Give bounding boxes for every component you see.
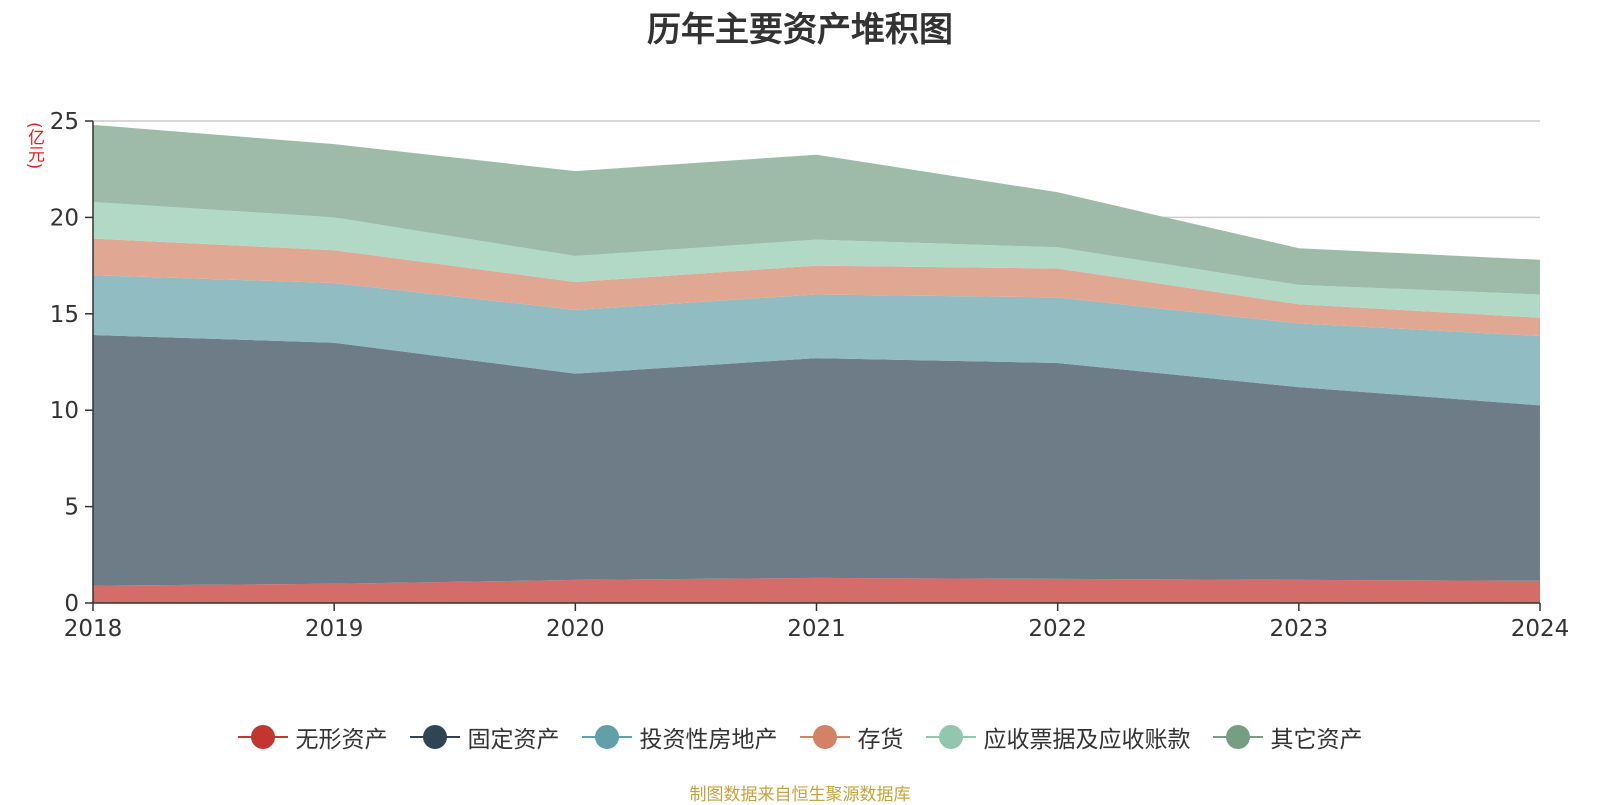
y-tick-label: 20 <box>50 205 79 231</box>
legend-item-1[interactable]: 固定资产 <box>409 720 560 754</box>
area-series-5 <box>93 124 1540 295</box>
legend-label: 应收票据及应收账款 <box>983 727 1191 753</box>
y-tick-label: 10 <box>50 398 79 424</box>
y-tick-label: 15 <box>50 302 79 328</box>
area-series-0 <box>93 577 1540 603</box>
legend-marker-dot <box>1225 725 1250 749</box>
legend-marker <box>409 725 460 749</box>
x-tick-label: 2024 <box>1511 616 1570 642</box>
area-series-3 <box>93 238 1540 336</box>
y-tick-label: 25 <box>50 109 79 135</box>
legend-label: 其它资产 <box>1270 727 1363 753</box>
legend-marker <box>925 725 976 749</box>
x-tick-label: 2022 <box>1028 616 1087 642</box>
legend-marker <box>581 725 632 749</box>
legend-item-4[interactable]: 应收票据及应收账款 <box>925 720 1191 754</box>
area-series-4 <box>93 202 1540 318</box>
axes: 0 5 10 15 20 25 2018 2019 2020 2021 2022 2023 2024 <box>50 109 1570 642</box>
chart-title: 历年主要资产堆积图 <box>647 10 953 50</box>
legend-marker-dot <box>250 725 275 749</box>
area-chart: 0 5 10 15 20 25 2018 2019 2020 2021 2022 2023 2024 <box>50 109 1570 642</box>
legend-label: 固定资产 <box>467 727 560 753</box>
legend-item-0[interactable]: 无形资产 <box>237 720 388 754</box>
legend-label: 投资性房地产 <box>639 727 778 753</box>
x-tick-label: 2021 <box>787 616 846 642</box>
legend-marker-dot <box>812 725 837 749</box>
legend-item-2[interactable]: 投资性房地产 <box>581 720 778 754</box>
stacked-areas <box>93 124 1540 603</box>
area-series-2 <box>93 275 1540 406</box>
x-tick-label: 2023 <box>1270 616 1329 642</box>
y-tick-label: 5 <box>64 495 79 521</box>
legend-marker <box>237 725 288 749</box>
legend-marker <box>1212 725 1263 749</box>
legend-label: 无形资产 <box>295 727 388 753</box>
legend-item-5[interactable]: 其它资产 <box>1212 720 1363 754</box>
x-tick-label: 2020 <box>546 616 605 642</box>
x-tick-label: 2019 <box>305 616 364 642</box>
area-series-1 <box>93 335 1540 586</box>
legend-marker-dot <box>422 725 447 749</box>
legend-item-3[interactable]: 存货 <box>799 720 904 754</box>
legend: 无形资产 固定资产 投资性房地产 存货 应收票据及应收账款 其它资产 <box>0 720 1600 754</box>
legend-marker-dot <box>594 725 619 749</box>
source-note: 制图数据来自恒生聚源数据库 <box>689 785 911 805</box>
y-tick-label: 0 <box>64 591 79 617</box>
legend-marker-dot <box>938 725 963 749</box>
legend-label: 存货 <box>857 727 904 753</box>
y-axis-unit-label: (亿元) <box>24 122 44 170</box>
x-tick-label: 2018 <box>64 616 123 642</box>
legend-marker <box>799 725 850 749</box>
